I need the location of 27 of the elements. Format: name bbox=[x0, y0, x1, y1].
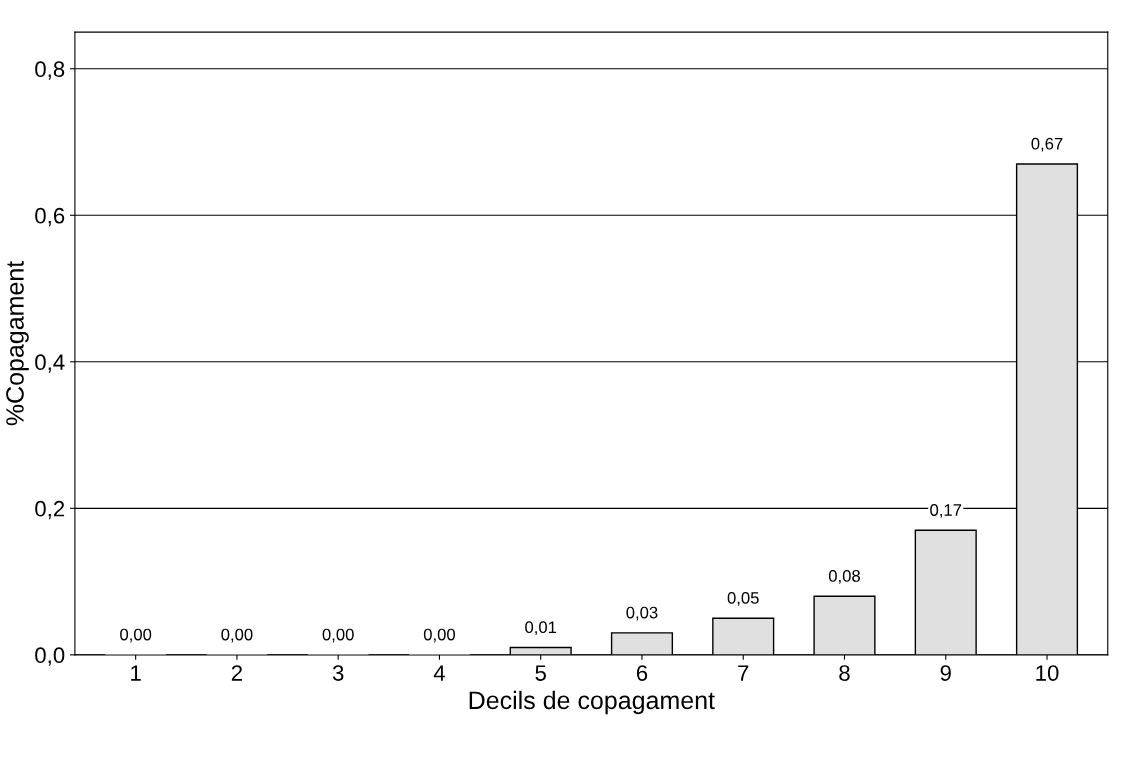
x-axis-title: Decils de copagament bbox=[469, 690, 715, 715]
data-label: 0,01 bbox=[525, 621, 557, 636]
data-label: 0,03 bbox=[626, 606, 658, 621]
data-label: 0,17 bbox=[930, 504, 962, 518]
data-label: 0,00 bbox=[322, 628, 354, 643]
data-label: 0,05 bbox=[727, 592, 759, 606]
x-tick-label: 4 bbox=[433, 665, 445, 681]
data-label: 0,67 bbox=[1031, 137, 1063, 152]
x-tick-label: 1 bbox=[131, 665, 141, 681]
y-tick-label: 0,2 bbox=[35, 500, 65, 520]
y-tick-label: 0,0 bbox=[35, 647, 65, 666]
data-label: 0,00 bbox=[221, 628, 253, 643]
y-axis-title: %Copagament bbox=[6, 260, 29, 426]
x-tick-label: 5 bbox=[535, 665, 546, 681]
data-label: 0,08 bbox=[828, 570, 860, 584]
x-tick-label: 10 bbox=[1036, 665, 1059, 681]
x-tick-label: 6 bbox=[636, 665, 648, 681]
x-tick-label: 2 bbox=[231, 665, 242, 681]
data-label: 0,00 bbox=[423, 628, 456, 643]
data-label: 0,00 bbox=[120, 628, 152, 643]
x-tick-label: 8 bbox=[839, 665, 850, 681]
x-tick-label: 3 bbox=[332, 665, 344, 681]
x-tick-label: 7 bbox=[738, 665, 749, 681]
y-tick-label: 0,6 bbox=[35, 207, 65, 227]
x-tick-label: 9 bbox=[940, 665, 951, 681]
y-tick-label: 0,8 bbox=[35, 61, 65, 80]
y-tick-label: 0,4 bbox=[35, 354, 65, 373]
